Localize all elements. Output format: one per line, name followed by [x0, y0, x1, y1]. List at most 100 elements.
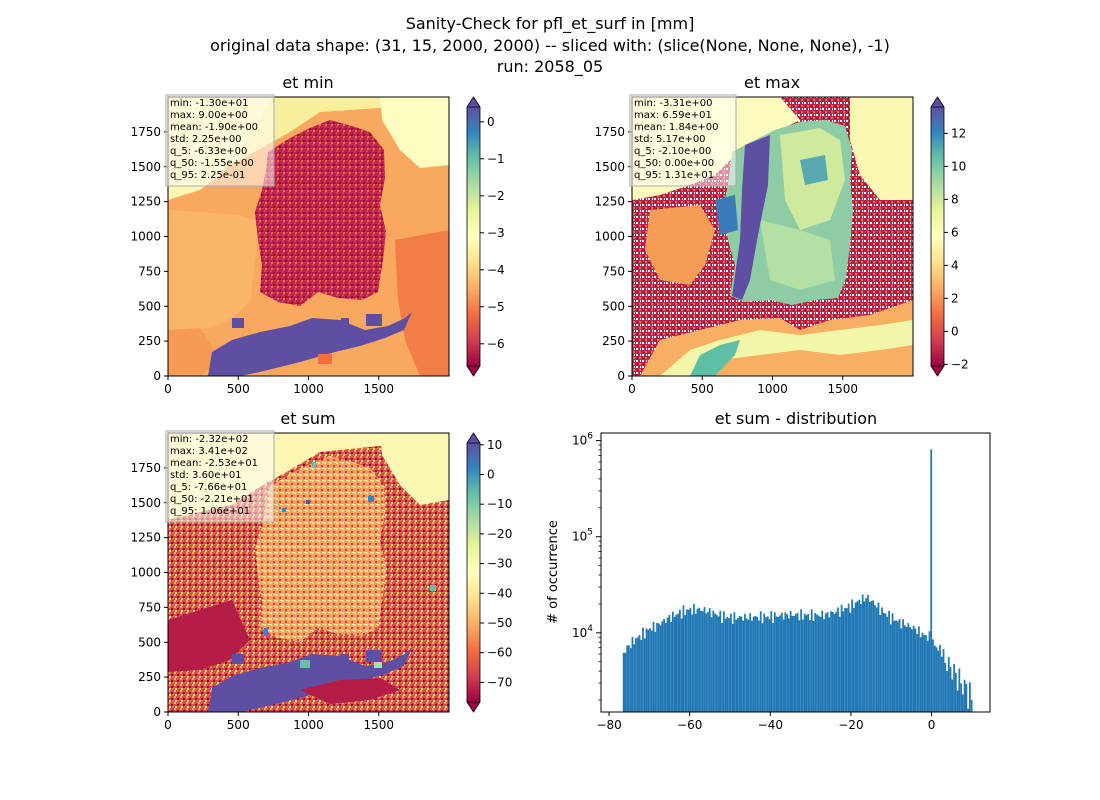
- et-sum-axes: 0 500 1000 1500 0 250 500 750 1000 1250 1500 1750: [130, 461, 394, 732]
- histogram-ylabel: # of occurrence: [546, 520, 561, 624]
- et-max-colorbar-tick-label: 6: [951, 225, 959, 239]
- histogram-bar: [649, 628, 651, 712]
- histogram-bar: [884, 613, 887, 712]
- histogram-bar: [689, 607, 692, 712]
- histogram-bar: [809, 620, 811, 712]
- histogram-bar: [803, 613, 806, 712]
- histogram-bar: [907, 623, 910, 712]
- et-max-xtick-label: 500: [691, 382, 714, 396]
- histogram-bar: [967, 708, 970, 712]
- histogram-bar: [751, 620, 753, 712]
- et-max-colorbar-tick-label: 10: [951, 159, 966, 173]
- histogram-bar: [670, 621, 672, 712]
- et-max-ytick-label: 1250: [594, 195, 625, 209]
- histogram-bar: [944, 662, 947, 712]
- histogram-bar: [888, 610, 890, 712]
- histogram-bar: [844, 608, 846, 712]
- et-max-stat-mean: mean: 1.84e+00: [634, 122, 718, 133]
- histogram-bar: [659, 625, 662, 712]
- figure-title-line-3: run: 2058_05: [497, 57, 603, 77]
- histogram-bar: [677, 613, 680, 712]
- et-min-stat-std: std: 2.25e+00: [170, 134, 242, 145]
- histogram-bar: [956, 690, 959, 712]
- et-sum-colorbar-tick-label: −30: [487, 557, 512, 571]
- histogram-bar: [766, 616, 769, 712]
- histogram-xtick-label: −20: [838, 718, 863, 732]
- histogram-bar: [951, 679, 954, 712]
- histogram-bar: [777, 616, 780, 712]
- histogram-bar: [782, 619, 785, 712]
- et-max-colorbar-gradient: [931, 107, 944, 366]
- histogram-bar: [889, 624, 892, 712]
- histogram-bar: [816, 614, 818, 712]
- histogram-bar: [817, 615, 820, 712]
- histogram-bar: [886, 616, 889, 712]
- et-min-colorbar-tick-label: −6: [487, 337, 505, 351]
- et-max-axes: 0 500 1000 1500 0 250 500 750 1000 1250 1500 1750: [594, 125, 858, 396]
- histogram-bar: [937, 650, 940, 712]
- histogram-bar: [693, 603, 695, 712]
- histogram-bar: [930, 449, 933, 712]
- histogram-bar: [698, 607, 701, 712]
- histogram-bar: [747, 619, 750, 712]
- histogram-bar: [875, 607, 878, 712]
- histogram-bar: [842, 611, 845, 712]
- histogram-bar: [643, 638, 646, 712]
- histogram-bar: [691, 614, 694, 712]
- et-min-colorbar-tick-label: −1: [487, 152, 505, 166]
- et-sum-colorbar-tick-label: 0: [487, 467, 495, 481]
- histogram-bar: [694, 613, 697, 712]
- histogram-bar: [870, 600, 873, 712]
- histogram-bar: [628, 645, 630, 712]
- histogram-bar: [772, 622, 774, 712]
- histogram-bar: [759, 611, 762, 712]
- et-sum-ytick-label: 0: [153, 705, 161, 719]
- et-sum-colorbar: 10 0 −10 −20 −30 −40 −50 −60 −70: [466, 432, 512, 713]
- histogram-bar: [664, 622, 667, 712]
- histogram-bar: [761, 623, 764, 712]
- histogram-bar: [946, 671, 948, 712]
- et-max-stat-max: max: 6.59e+01: [634, 110, 712, 121]
- histogram-bar: [863, 601, 866, 712]
- histogram-bar: [905, 626, 908, 712]
- histogram-bar: [733, 612, 736, 712]
- et-sum-colorbar-tick-label: −60: [487, 646, 512, 660]
- et-sum-colorbar-tick-label: −70: [487, 675, 512, 689]
- panel-et-sum-distribution: et sum - distribution −80 −60 −40 −20 0 104 10…: [546, 409, 991, 732]
- histogram-bar: [684, 615, 687, 712]
- histogram-bar: [865, 598, 868, 712]
- histogram-bar: [640, 639, 643, 712]
- et-min-colorbar-gradient: [467, 107, 480, 366]
- histogram-bar: [830, 611, 832, 712]
- histogram-bar: [895, 620, 897, 712]
- histogram-bar: [935, 647, 938, 712]
- histogram-bar: [726, 616, 729, 712]
- et-sum-stat-q50: q_50: -2.21e+01: [170, 494, 254, 505]
- et-max-xtick-label: 0: [628, 382, 636, 396]
- histogram-bar: [656, 622, 658, 712]
- histogram-bar: [715, 614, 718, 712]
- histogram-xtick-label: −60: [677, 718, 702, 732]
- histogram-bar: [729, 613, 732, 712]
- histogram-bar: [918, 626, 920, 712]
- et-max-ytick-label: 1000: [594, 230, 625, 244]
- histogram-axes: −80 −60 −40 −20 0 104 105 106: [572, 432, 935, 732]
- histogram-bar: [860, 604, 862, 712]
- histogram-bar: [960, 683, 962, 712]
- panel-et-max: et max 0 500 1000 1500 0 250 500 750 1000 1250 150…: [594, 73, 968, 396]
- et-max-colorbar-tick-label: −2: [951, 357, 969, 371]
- histogram-bar: [947, 657, 950, 712]
- histogram-bar: [939, 644, 941, 712]
- panel-et-sum: et sum 0 500 1000 1500 0 250 500 750 1000 1250 150…: [130, 409, 512, 732]
- histogram-bar: [838, 616, 841, 712]
- histogram-bar: [814, 613, 817, 712]
- et-max-colorbar-tick-label: 2: [951, 291, 959, 305]
- histogram-bar: [851, 599, 854, 712]
- et-max-colorbar-tick-label: 4: [951, 258, 959, 272]
- et-sum-ytick-label: 1500: [130, 496, 161, 510]
- et-min-ytick-label: 1250: [130, 195, 161, 209]
- histogram-bar: [893, 620, 896, 712]
- et-sum-ytick-label: 750: [138, 600, 161, 614]
- histogram-bar: [933, 645, 936, 712]
